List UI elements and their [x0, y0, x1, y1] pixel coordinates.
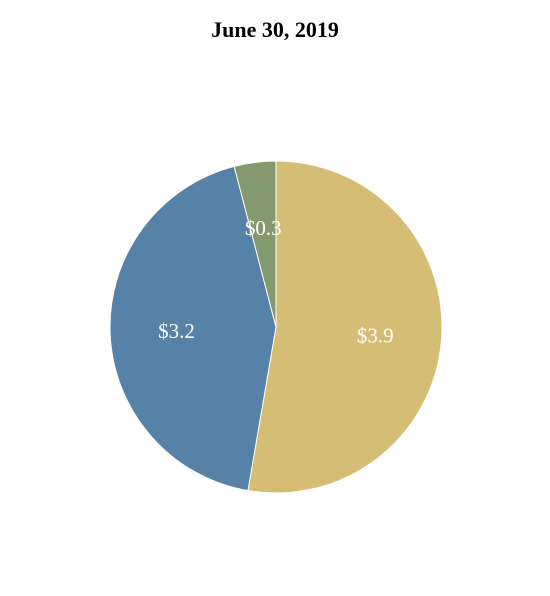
slice-label-2: $0.3 [245, 216, 282, 240]
chart-title: June 30, 2019 [211, 17, 339, 42]
slice-label-1: $3.2 [158, 319, 195, 343]
pie-slices [109, 160, 443, 494]
pie-slice-2 [233, 160, 277, 328]
slice-label-0: $3.9 [357, 323, 394, 347]
pie-slice-0 [247, 160, 443, 494]
pie-slice-1 [109, 165, 277, 492]
pie-labels: $3.9 $3.2 $0.3 [158, 216, 393, 347]
